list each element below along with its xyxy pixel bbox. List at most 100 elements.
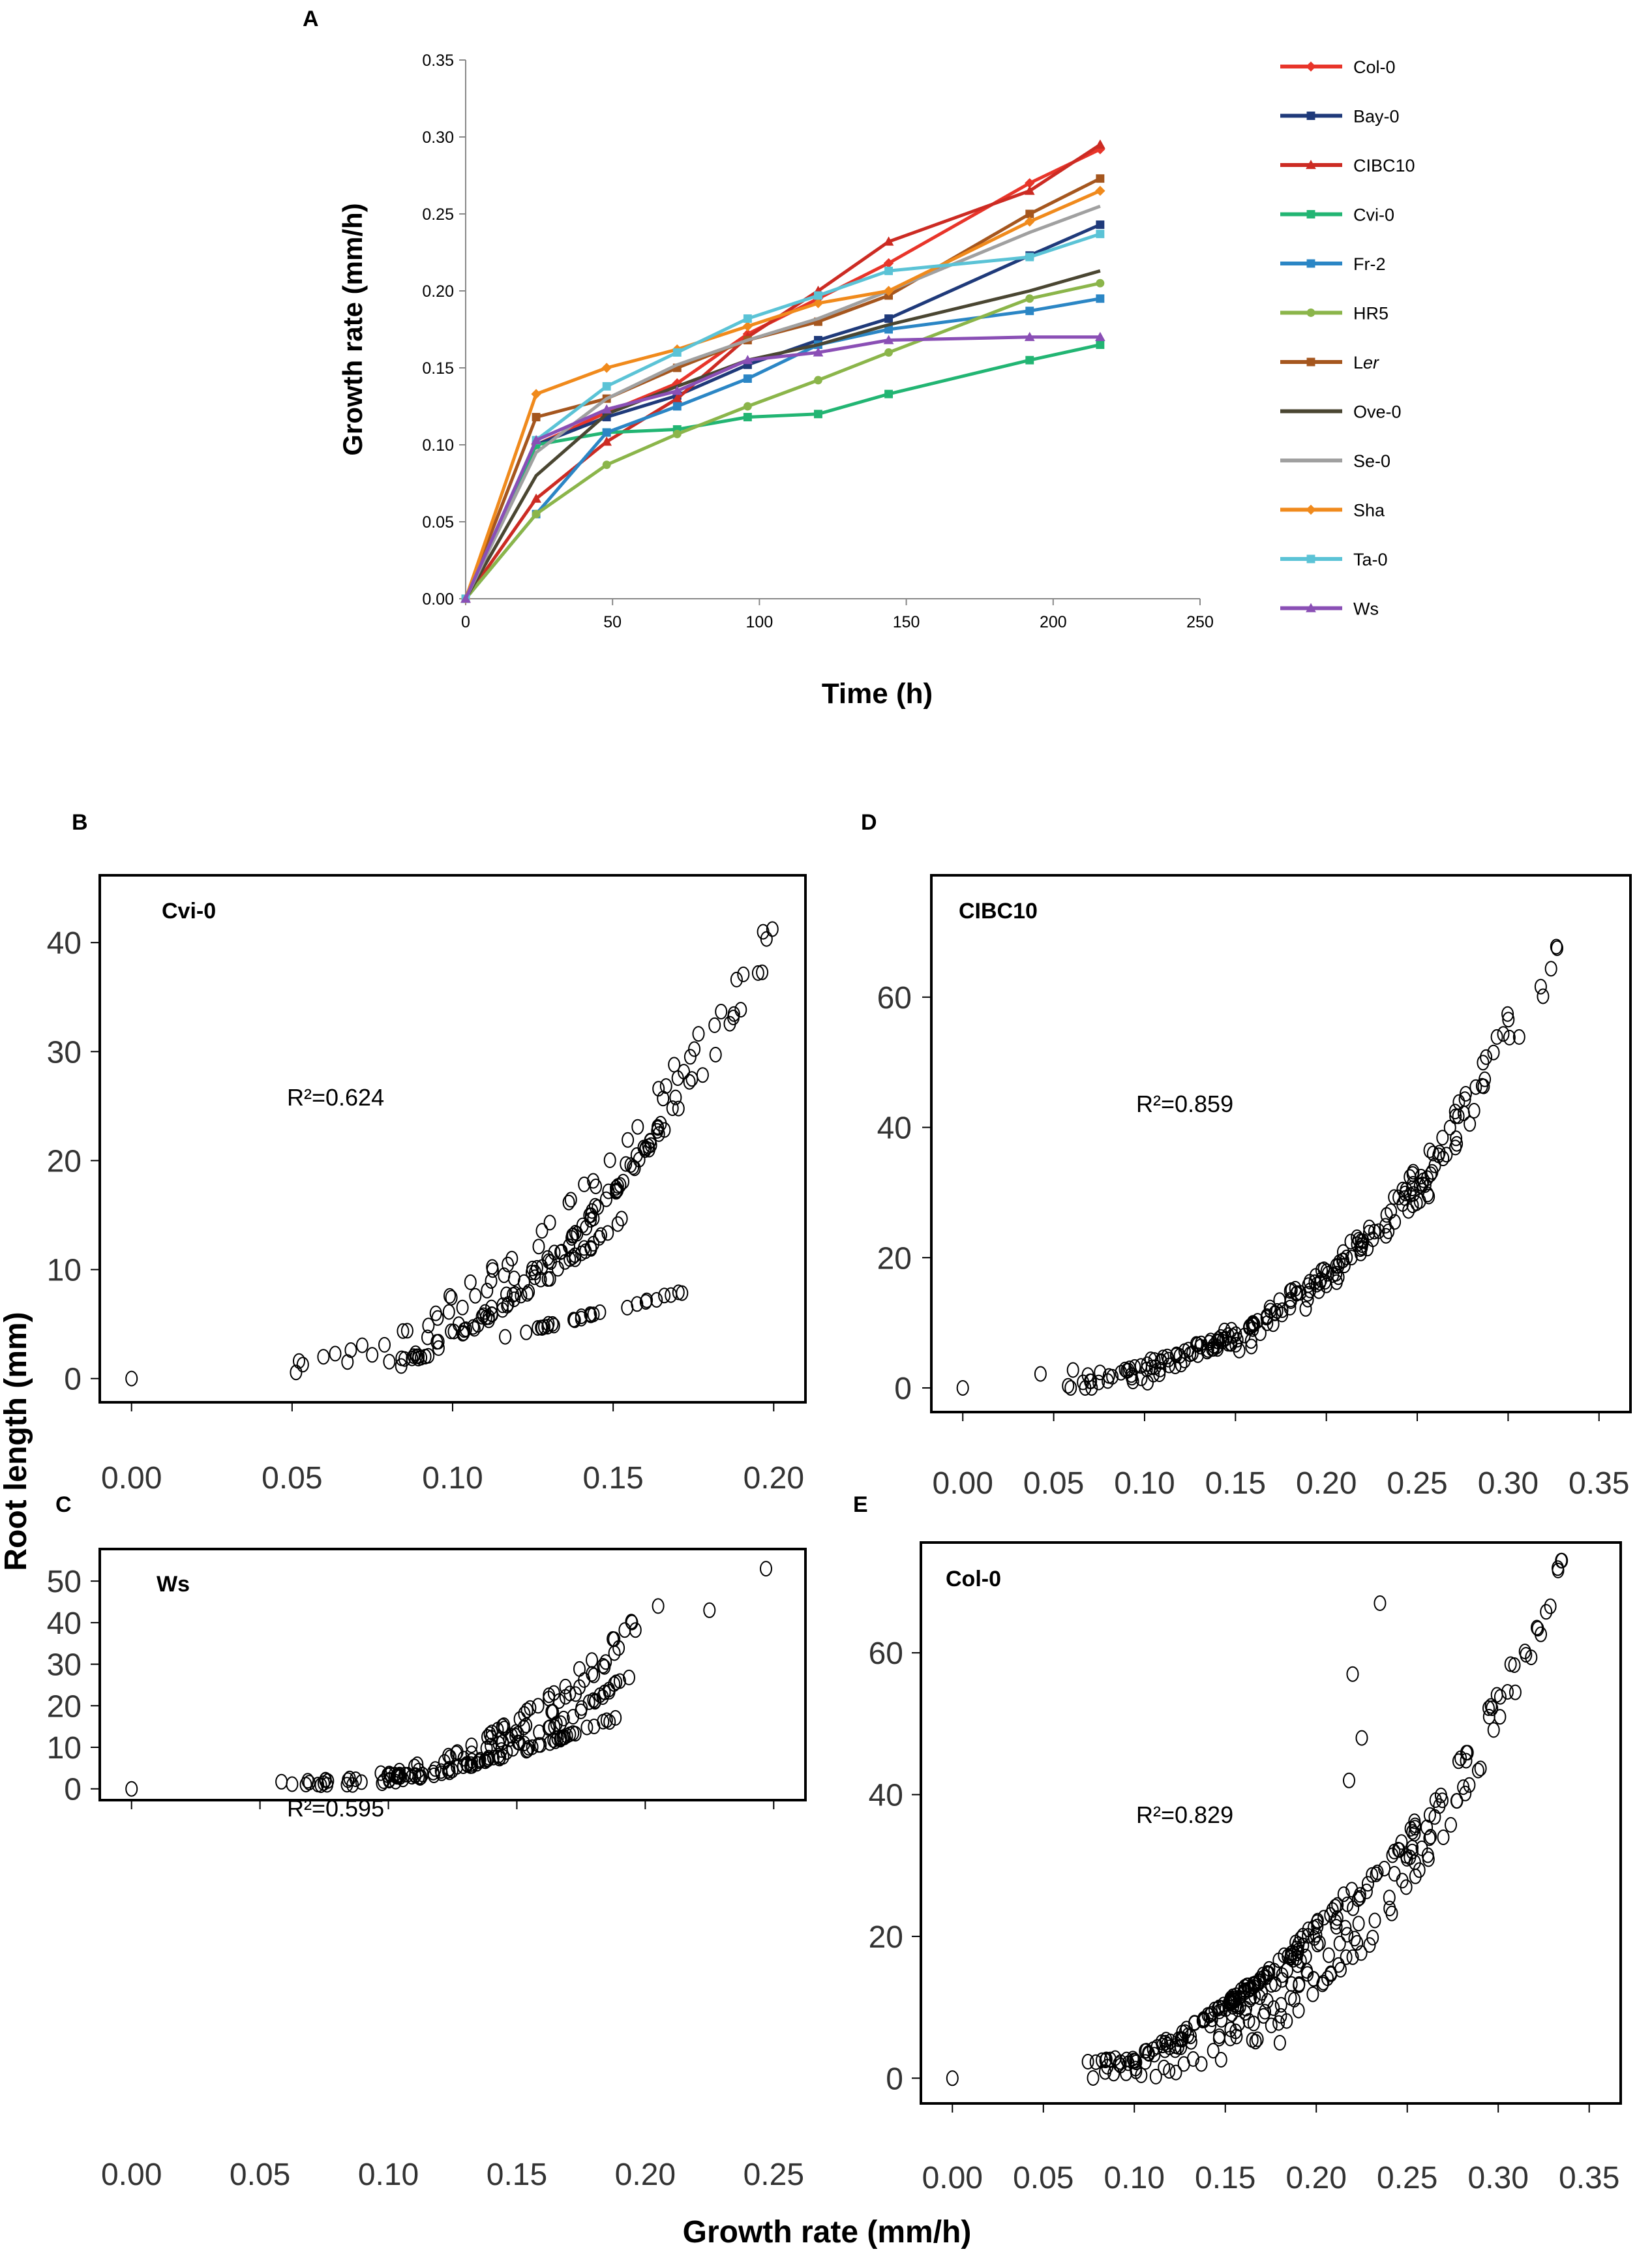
- series-Cvi-0: [461, 340, 1105, 603]
- data-point: [672, 402, 682, 411]
- scatter-point: [609, 1709, 622, 1726]
- scatter-point: [443, 1764, 456, 1781]
- scatter-point: [730, 971, 743, 987]
- scatter-point: [1321, 1265, 1334, 1282]
- scatter-point: [509, 1724, 522, 1740]
- scatter-point: [1315, 1272, 1328, 1288]
- scatter-point: [1341, 1927, 1354, 1943]
- scatter-point: [1120, 2051, 1133, 2068]
- scatter-point: [535, 1259, 548, 1275]
- scatter-point: [737, 966, 750, 982]
- legend-item: Bay-0: [1280, 107, 1400, 127]
- scatter-point: [1422, 1188, 1435, 1205]
- scatter-point: [487, 1749, 500, 1766]
- scatter-point: [483, 1726, 496, 1742]
- x-tick-label: 0.35: [1559, 2161, 1619, 2195]
- scatter-point: [1084, 1373, 1096, 1389]
- scatter-point: [1134, 1358, 1147, 1374]
- scatter-point: [1370, 1866, 1383, 1882]
- scatter-point: [1308, 1930, 1321, 1946]
- legend-item: Ler: [1280, 353, 1379, 372]
- scatter-point: [1385, 1203, 1398, 1219]
- scatter-point: [734, 1002, 747, 1018]
- scatter-point: [1459, 1785, 1472, 1801]
- scatter-point: [479, 1304, 492, 1320]
- scatter-point: [1486, 1700, 1499, 1717]
- scatter-point: [422, 1347, 435, 1364]
- scatter-point: [723, 1016, 736, 1032]
- scatter-point: [1254, 1974, 1266, 1990]
- y-tick-label: 40: [47, 1606, 82, 1641]
- scatter-point: [1348, 1931, 1361, 1947]
- legend-marker: [1306, 259, 1315, 268]
- series-line: [464, 297, 1101, 600]
- scatter-point: [672, 1100, 685, 1117]
- r-squared-label: R²=0.624: [287, 1084, 384, 1111]
- plot-frame: [920, 1541, 1622, 2105]
- scatter-point: [500, 1286, 513, 1302]
- scatter-point: [443, 1287, 456, 1304]
- scatter-point: [1306, 1986, 1319, 2002]
- scatter-point: [517, 1719, 530, 1736]
- scatter-point: [125, 1781, 138, 1797]
- scatter-point: [629, 1622, 642, 1638]
- r-squared-label: R²=0.829: [1136, 1801, 1233, 1828]
- scatter-point: [1407, 1176, 1420, 1192]
- scatter-point: [400, 1323, 413, 1339]
- scatter-point: [1267, 2000, 1280, 2016]
- data-point: [814, 376, 822, 385]
- data-point: [531, 434, 541, 445]
- scatter-point: [1251, 2031, 1264, 2047]
- legend-item: Ta-0: [1280, 550, 1388, 569]
- scatter-point: [1461, 1745, 1474, 1761]
- legend-marker: [1306, 357, 1315, 367]
- scatter-point: [1226, 1328, 1239, 1344]
- scatter-point: [1413, 1193, 1426, 1209]
- data-point: [813, 298, 824, 309]
- scatter-point: [366, 1347, 379, 1363]
- scatter-point: [1307, 1971, 1320, 1987]
- scatter-point: [1423, 1807, 1436, 1823]
- x-tick-label: 50: [603, 613, 622, 631]
- scatter-point: [1551, 940, 1563, 956]
- legend-label-part: er: [1363, 353, 1379, 372]
- data-point: [602, 460, 611, 470]
- x-tick-label: 0.15: [1205, 1466, 1266, 1501]
- series-HR5: [461, 278, 1105, 603]
- scatter-point: [1353, 1887, 1366, 1903]
- legend-label: Ta-0: [1353, 550, 1388, 569]
- scatter-point: [431, 1310, 444, 1326]
- y-tick-label: 10: [47, 1731, 82, 1766]
- x-tick-label: 0.10: [422, 1461, 483, 1496]
- data-point: [460, 593, 471, 603]
- scatter-point: [551, 1261, 564, 1277]
- scatter-point: [398, 1351, 411, 1367]
- scatter-point: [575, 1310, 588, 1327]
- scatter-point: [715, 1004, 728, 1019]
- scatter-point: [1343, 1772, 1355, 1788]
- y-axis-title: Growth rate (mm/h): [337, 203, 368, 455]
- scatter-point: [1276, 1302, 1289, 1318]
- data-point: [672, 385, 683, 395]
- scatter-point: [573, 1661, 586, 1677]
- scatter-point: [1482, 1700, 1495, 1716]
- scatter-point: [608, 1645, 621, 1661]
- legend-marker: [1306, 504, 1316, 515]
- x-tick-label: 0: [461, 613, 470, 631]
- scatter-point: [1540, 1604, 1553, 1620]
- series-CIBC10: [460, 139, 1105, 603]
- scatter-point: [623, 1669, 635, 1685]
- scatter-point: [1544, 1598, 1557, 1614]
- scatter-point: [1385, 1905, 1398, 1921]
- series-line: [464, 204, 1101, 600]
- scatter-point: [1158, 2059, 1171, 2075]
- scatter-point: [409, 1767, 422, 1783]
- x-tick-label: 150: [893, 613, 920, 631]
- scatter-point: [498, 1717, 511, 1734]
- scatter-point: [1484, 1698, 1497, 1714]
- scatter-point: [659, 1078, 672, 1094]
- scatter-point: [1299, 1301, 1312, 1317]
- scatter-point: [1494, 1709, 1507, 1725]
- scatter-point: [1115, 1364, 1128, 1381]
